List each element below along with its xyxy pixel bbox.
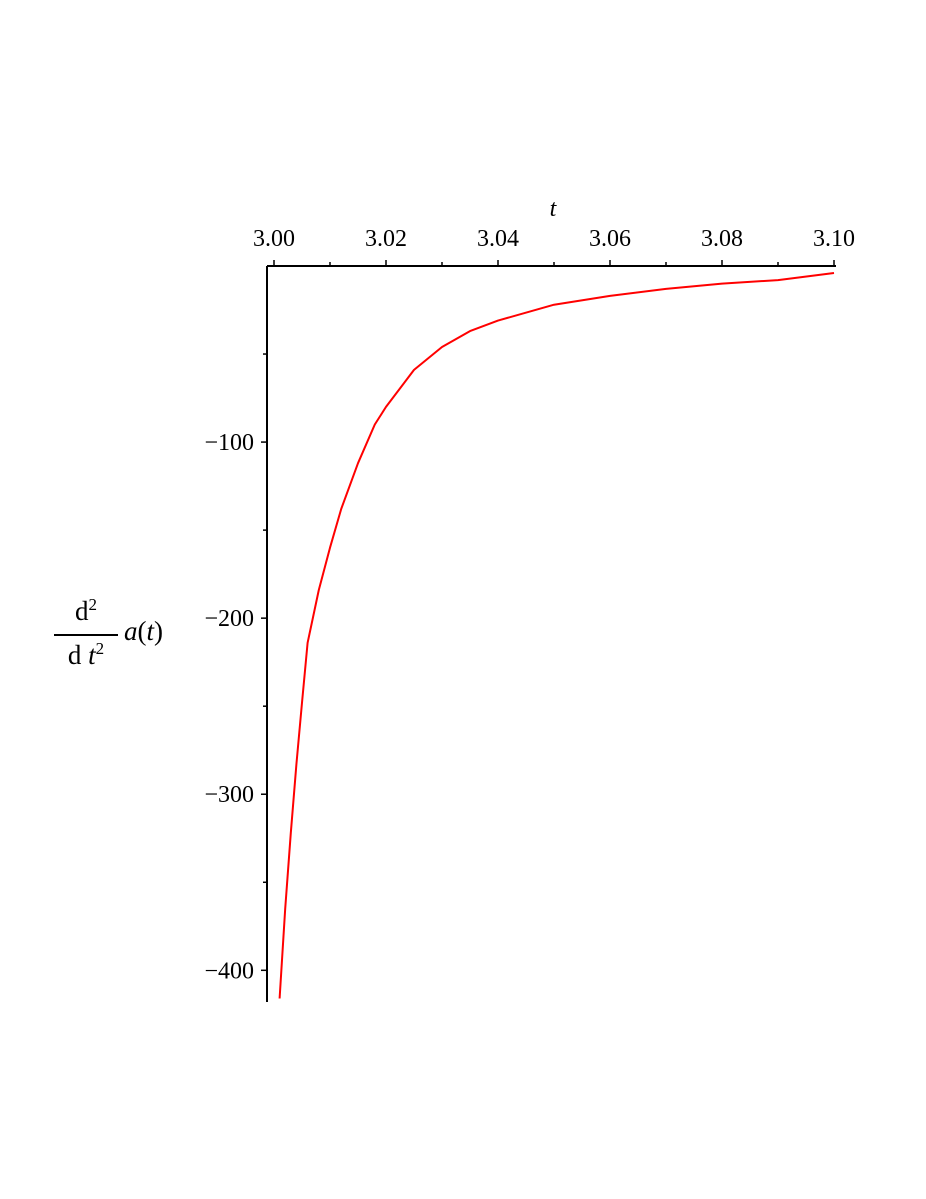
x-tick-label: 3.08: [701, 226, 743, 252]
x-tick-label: 3.04: [477, 226, 519, 252]
y-axis-title-function: a(t): [124, 616, 164, 646]
y-axis-title: d2 d t2 a(t): [52, 594, 182, 684]
series-line: [278, 272, 835, 999]
y-axis-title-denominator: d t2: [67, 639, 105, 670]
x-tick-label: 3.02: [365, 226, 407, 252]
y-axis-title-fraction-bar: [54, 634, 118, 636]
y-axis-title-numerator: d2: [75, 595, 97, 626]
y-tick-label: −200: [204, 606, 254, 632]
y-tick-label: −100: [204, 430, 254, 456]
x-tick-label: 3.10: [813, 226, 855, 252]
series-layer: [278, 272, 835, 999]
x-tick-label: 3.00: [253, 226, 295, 252]
y-tick-label: −300: [204, 782, 254, 808]
axes: [266, 265, 836, 1002]
y-tick-label: −400: [204, 958, 254, 984]
x-axis-title: t: [550, 196, 558, 222]
x-tick-label: 3.06: [589, 226, 631, 252]
ticks: 3.00 3.02 3.04 3.06 3.08 3.10 −100 −200 −300 −400: [204, 226, 855, 984]
